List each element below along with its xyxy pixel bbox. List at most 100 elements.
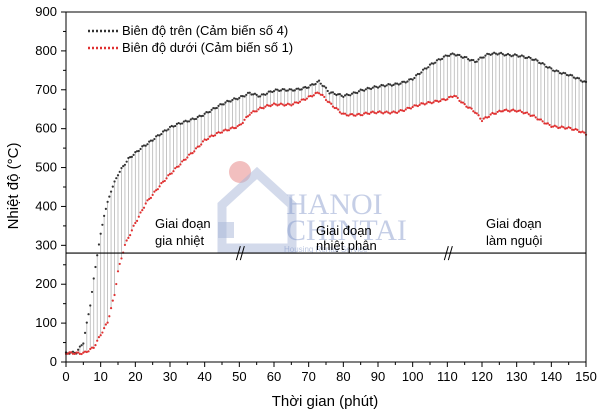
data-point xyxy=(392,83,395,86)
data-point xyxy=(149,196,153,200)
data-point xyxy=(274,88,277,91)
data-point xyxy=(203,138,206,141)
data-point xyxy=(172,125,175,128)
data-point xyxy=(359,88,362,91)
data-point xyxy=(371,110,374,113)
data-point xyxy=(96,254,99,257)
data-point xyxy=(567,74,570,77)
data-point xyxy=(326,89,329,93)
data-point xyxy=(161,180,165,183)
data-point xyxy=(402,80,406,83)
data-point xyxy=(342,95,345,99)
data-point xyxy=(250,111,253,114)
data-point xyxy=(482,117,485,120)
data-point xyxy=(267,104,270,107)
data-point xyxy=(340,112,343,115)
data-point xyxy=(283,88,286,91)
data-point xyxy=(80,352,83,356)
data-point xyxy=(435,99,439,102)
data-point xyxy=(480,119,484,123)
data-point xyxy=(130,155,133,158)
data-point xyxy=(187,120,191,123)
data-point xyxy=(515,110,518,113)
data-point xyxy=(193,150,196,153)
data-point xyxy=(389,112,392,115)
y-tick-label: 600 xyxy=(35,121,57,136)
data-point xyxy=(498,109,501,112)
data-point xyxy=(437,100,440,103)
data-point xyxy=(357,90,361,93)
data-point xyxy=(519,55,522,58)
data-point xyxy=(161,130,165,133)
data-point xyxy=(309,94,312,98)
data-point xyxy=(281,103,284,106)
data-point xyxy=(335,107,338,110)
data-point xyxy=(92,346,95,349)
data-point xyxy=(129,233,132,237)
data-point xyxy=(222,103,225,106)
data-point xyxy=(532,114,536,117)
data-point xyxy=(343,94,347,97)
phase-1-line-2: gia nhiệt xyxy=(155,233,205,248)
data-point xyxy=(401,109,404,112)
data-point xyxy=(406,80,409,83)
data-point xyxy=(170,172,173,175)
data-point xyxy=(78,352,81,355)
data-point xyxy=(565,127,569,130)
data-point xyxy=(536,59,539,62)
data-point xyxy=(508,53,511,57)
data-point xyxy=(210,134,213,137)
data-point xyxy=(564,72,567,75)
data-point xyxy=(132,224,135,227)
x-tick-label: 150 xyxy=(575,369,597,384)
data-point xyxy=(539,62,543,65)
data-point xyxy=(342,112,345,115)
data-point xyxy=(191,152,194,155)
data-point xyxy=(494,52,497,55)
y-axis-title: Nhiệt độ (°C) xyxy=(5,143,22,230)
data-point xyxy=(115,282,118,286)
data-point xyxy=(564,127,567,130)
data-point xyxy=(467,106,470,109)
data-point xyxy=(536,118,539,121)
data-point xyxy=(125,239,128,242)
data-point xyxy=(302,98,305,101)
data-point xyxy=(321,84,324,87)
data-point xyxy=(520,110,523,114)
data-point xyxy=(439,58,442,61)
data-point xyxy=(389,83,392,86)
legend-label-upper: Biên độ trên (Cảm biến số 4) xyxy=(122,23,288,38)
data-point xyxy=(420,71,423,74)
data-point xyxy=(567,126,570,129)
data-point xyxy=(451,95,454,99)
data-point xyxy=(217,104,220,108)
data-point xyxy=(179,122,182,125)
data-point xyxy=(404,81,407,84)
data-point xyxy=(212,107,215,110)
data-point xyxy=(444,54,447,57)
data-point xyxy=(106,321,109,324)
data-point xyxy=(311,95,314,98)
x-tick-label: 80 xyxy=(336,369,350,384)
data-point xyxy=(279,89,283,92)
data-point xyxy=(236,98,239,101)
data-point xyxy=(333,106,336,110)
data-point xyxy=(571,128,574,131)
data-point xyxy=(557,126,560,130)
y-tick-label: 700 xyxy=(35,82,57,97)
data-point xyxy=(345,93,348,96)
data-point xyxy=(101,331,104,334)
data-point xyxy=(113,293,116,297)
data-point xyxy=(364,111,367,114)
data-point xyxy=(534,58,537,61)
data-point xyxy=(447,96,451,99)
data-point xyxy=(290,104,293,107)
data-point xyxy=(538,118,541,121)
data-point xyxy=(123,243,127,247)
data-point xyxy=(465,105,468,108)
x-tick-label: 140 xyxy=(540,369,562,384)
data-point xyxy=(427,100,430,104)
data-point xyxy=(494,112,497,115)
data-point xyxy=(298,88,302,91)
data-point xyxy=(291,89,295,92)
